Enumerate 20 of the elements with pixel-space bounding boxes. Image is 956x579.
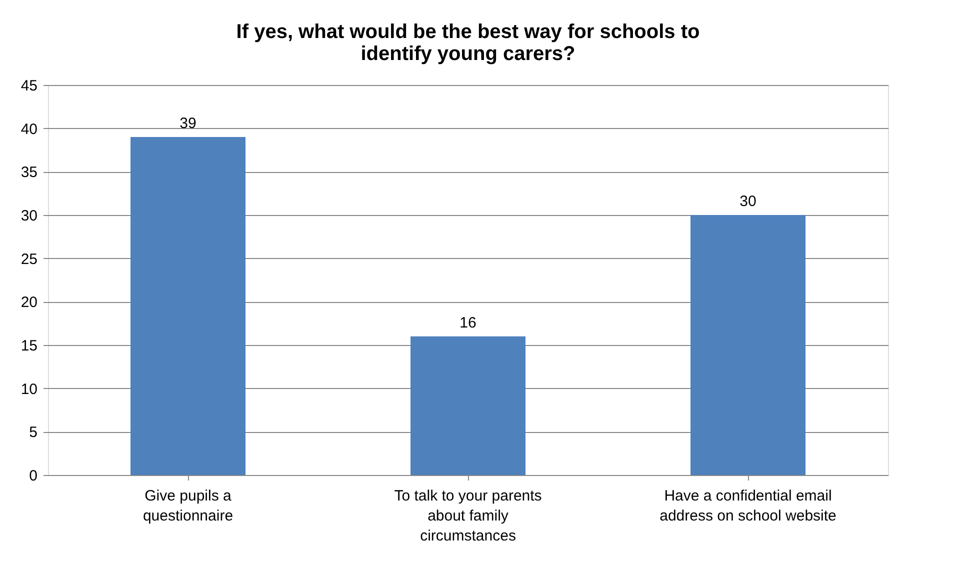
- y-tick-label: 30: [20, 208, 38, 224]
- y-tick-label: 20: [20, 294, 38, 312]
- x-tick-label: Have a confidential email address on school website: [660, 488, 836, 524]
- y-tick-label: 35: [20, 164, 38, 182]
- y-tick-label: 25: [20, 250, 38, 268]
- bar: [130, 137, 246, 475]
- chart-title: If yes, what would be the best way for schools to identify young carers?: [236, 21, 700, 65]
- y-tick-label: 40: [20, 120, 38, 138]
- y-tick-label: 10: [20, 380, 38, 398]
- y-tick-label: 45: [20, 78, 38, 94]
- bar: [690, 215, 806, 475]
- x-tick-label: To talk to your parents about family circumstances: [394, 488, 542, 544]
- data-label: 30: [740, 193, 756, 210]
- y-tick-label: 15: [20, 338, 38, 354]
- bar: [410, 336, 526, 475]
- data-label: 39: [180, 115, 196, 132]
- y-tick-label: 0: [29, 468, 38, 484]
- data-label: 16: [460, 314, 476, 332]
- x-tick-label: Give pupils a questionnaire: [142, 488, 234, 524]
- y-tick-label: 5: [29, 424, 38, 442]
